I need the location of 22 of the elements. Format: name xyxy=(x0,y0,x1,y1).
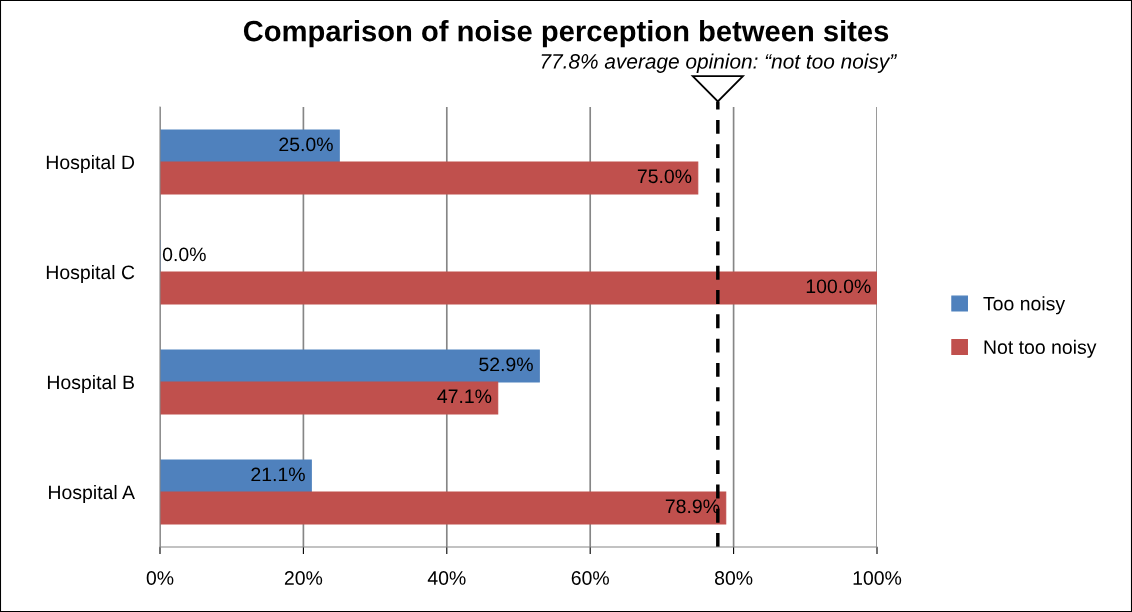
data-label: 25.0% xyxy=(279,137,333,152)
x-tick-label: 100% xyxy=(853,571,902,585)
x-tick-label: 40% xyxy=(427,571,466,585)
y-tick-label: Hospital A xyxy=(49,484,135,504)
data-label: 52.9% xyxy=(479,357,533,372)
y-tick-label: Hospital D xyxy=(46,154,135,174)
x-tick-label: 80% xyxy=(714,571,753,585)
ref-line-label: 77.8% average opinion: “not too noisy” xyxy=(541,53,897,73)
chart-title: Comparison of noise perception between sites xyxy=(243,20,889,48)
data-label: 75.0% xyxy=(637,169,692,184)
data-label: 0.0% xyxy=(162,247,206,262)
y-tick-label: Hospital B xyxy=(47,374,134,394)
x-tick-label: 60% xyxy=(571,571,609,585)
data-label: 100.0% xyxy=(806,279,871,294)
x-tick-label: 0% xyxy=(146,571,174,585)
data-label: 78.9% xyxy=(665,499,720,514)
x-tick-label: 20% xyxy=(284,571,323,585)
y-tick-label: Hospital C xyxy=(46,264,135,284)
legend-label: Not too noisy xyxy=(984,339,1097,358)
data-label: 47.1% xyxy=(437,389,492,404)
legend-label: Too noisy xyxy=(983,296,1066,315)
data-label: 21.1% xyxy=(251,467,305,482)
